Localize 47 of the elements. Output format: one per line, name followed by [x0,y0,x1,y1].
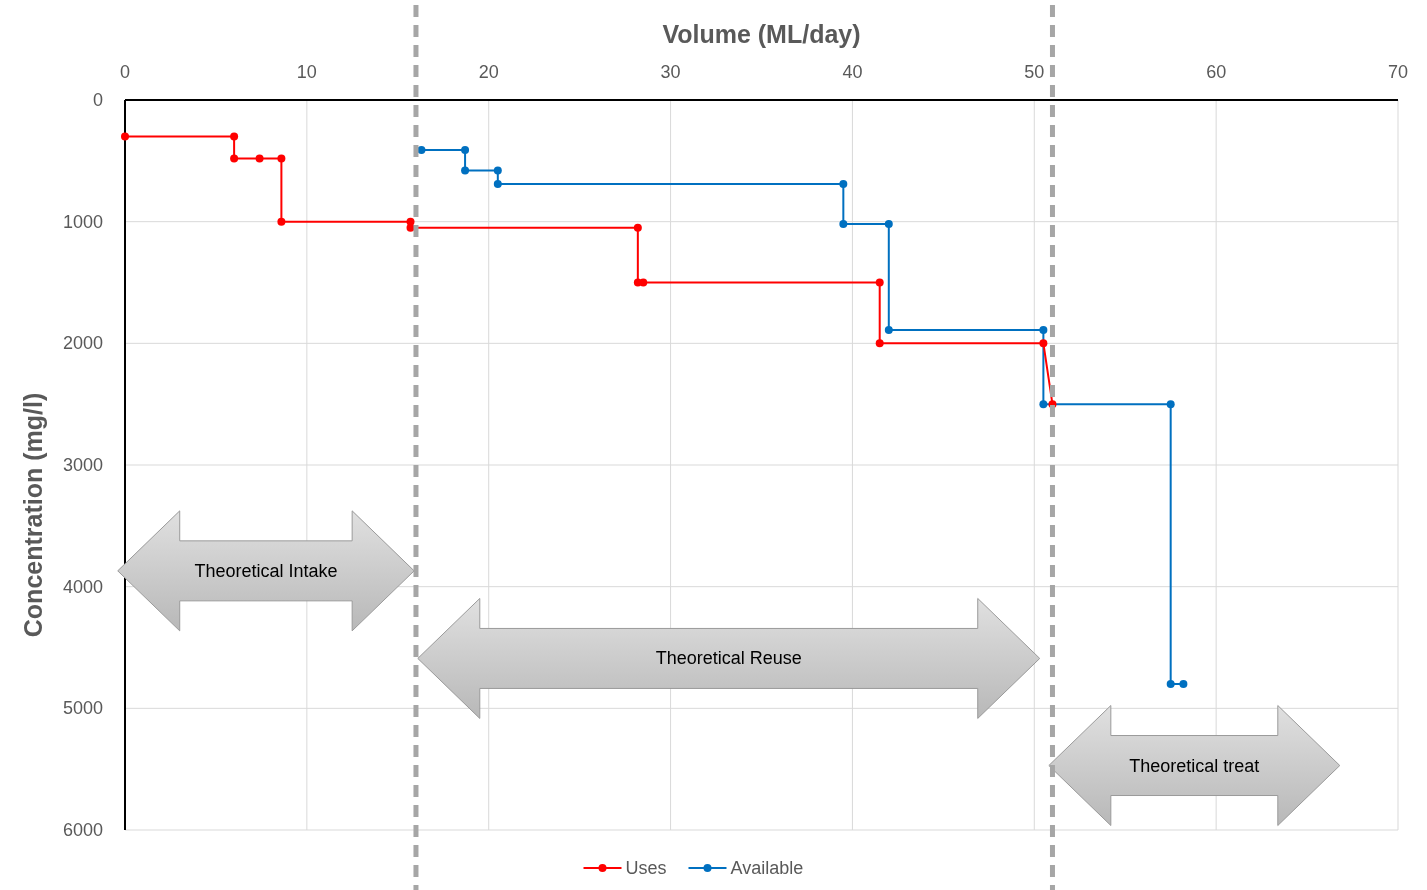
point [1179,680,1188,688]
point [1039,339,1048,348]
x-tick-label: 60 [1206,62,1227,82]
point [277,154,286,163]
y-tick-label: 1000 [62,211,103,232]
point [839,220,848,229]
annotation: Theoretical Intake [194,560,338,581]
y-tick-label: 4000 [62,576,103,597]
legend-label: Uses [625,858,667,878]
x-tick-label: 10 [296,62,317,82]
point [639,278,648,287]
x-tick-label: 30 [660,62,681,82]
y-tick-label: 5000 [62,698,103,719]
point [230,154,239,163]
point [230,132,239,141]
annotation: Theoretical treat [1129,755,1260,776]
point [1166,680,1175,688]
point [255,154,264,163]
point [493,166,502,175]
point [884,220,893,229]
x-tick-label: 40 [842,62,863,82]
point [417,145,426,154]
point [461,166,470,175]
legend-label: Available [730,858,804,878]
x-tick-label: 0 [119,62,131,82]
point [461,145,470,154]
x-tick-label: 20 [478,62,499,82]
y-tick-label: 6000 [62,820,103,840]
point [875,339,884,348]
point [121,132,129,141]
y-tick-label: 0 [92,90,103,110]
x-tick-label: 70 [1387,62,1409,82]
point [277,217,286,226]
point [1166,400,1175,409]
y-axis-title: Concentration (mg/l) [19,392,47,638]
point [633,223,642,232]
y-tick-label: 2000 [62,333,103,354]
point [1039,400,1048,409]
point [1039,325,1048,334]
x-axis-title: Volume (ML/day) [662,20,861,48]
point [884,325,893,334]
point [839,179,848,188]
x-tick-label: 50 [1024,62,1045,82]
annotation: Theoretical Reuse [655,648,802,669]
point [875,278,884,287]
y-tick-label: 3000 [62,455,103,475]
point [493,179,502,188]
